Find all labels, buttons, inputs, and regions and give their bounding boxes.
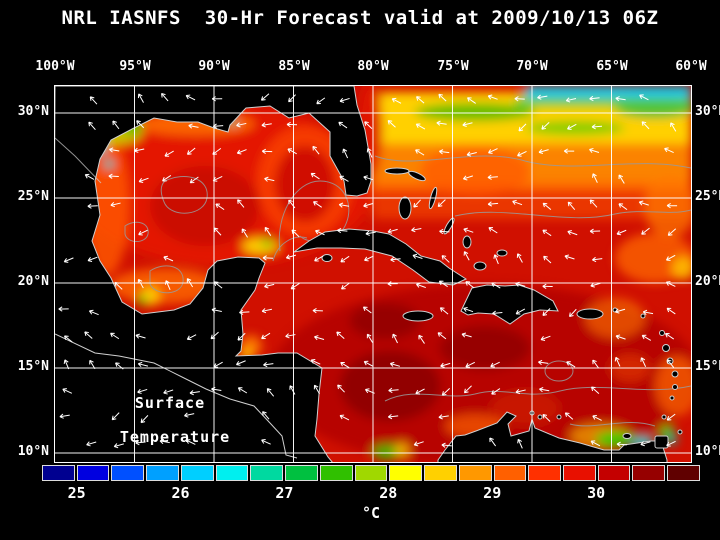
colorbar-tick-label: 29 (483, 484, 502, 502)
island-isla-juventud (321, 254, 333, 262)
lon-tick-label: 70°W (516, 59, 548, 74)
colorbar-cell (215, 465, 249, 481)
colorbar-cell (528, 465, 562, 481)
colorbar-cell (319, 465, 353, 481)
colorbar-tick-label: 30 (587, 484, 606, 502)
rio-grande-line (55, 137, 102, 184)
colorbar-tick-label: 27 (275, 484, 294, 502)
pacific-coastline (55, 333, 298, 459)
colorbar-cell (493, 465, 527, 481)
longitude-axis: 100°W 95°W 90°W 85°W 80°W 75°W 70°W 65°W 60°W (0, 59, 720, 77)
colorbar-cell (111, 465, 145, 481)
colorbar-cell (563, 465, 596, 481)
lat-tick-label: 10°N (695, 444, 720, 459)
colorbar-tick-label: 25 (67, 484, 86, 502)
colorbar-cell (667, 465, 700, 481)
colorbar-tick-label: 28 (379, 484, 398, 502)
colorbar-tick-labels: 25 26 27 28 29 30 (42, 484, 700, 502)
grid-lines (55, 86, 691, 462)
colorbar-cell (458, 465, 492, 481)
plot-title: NRL IASNFS 30-Hr Forecast valid at 2009/… (61, 7, 659, 29)
lon-tick-label: 65°W (596, 59, 628, 74)
lat-tick-label: 20°N (695, 274, 720, 289)
lat-tick-label: 25°N (695, 189, 720, 204)
lat-tick-label: 30°N (17, 104, 49, 119)
lon-tick-label: 85°W (278, 59, 310, 74)
island-cuba (293, 228, 468, 286)
map-plot: Surface Temperature (54, 85, 692, 463)
lat-tick-label: 25°N (17, 189, 49, 204)
lon-tick-label: 95°W (119, 59, 151, 74)
islands-bahamas (384, 167, 508, 271)
colorbar-cell (424, 465, 457, 481)
lat-tick-label: 15°N (17, 359, 49, 374)
colorbar (42, 465, 700, 481)
colorbar-cell (76, 465, 110, 481)
lat-tick-label: 15°N (695, 359, 720, 374)
annotation-surface: Surface (135, 394, 205, 412)
lat-tick-label: 10°N (17, 444, 49, 459)
colorbar-cell (597, 465, 631, 481)
lon-tick-label: 90°W (198, 59, 230, 74)
sst-map-svg: Surface Temperature (55, 86, 691, 462)
lon-tick-label: 80°W (357, 59, 389, 74)
colorbar-cell (632, 465, 666, 481)
colorbar-unit-label: °C (361, 504, 381, 522)
colorbar-cell (180, 465, 214, 481)
lon-tick-label: 75°W (437, 59, 469, 74)
colorbar-cell (389, 465, 423, 481)
lat-tick-label: 20°N (17, 274, 49, 289)
coastline-detail (55, 137, 298, 459)
colorbar-cell (285, 465, 318, 481)
lon-tick-label: 100°W (35, 59, 75, 74)
island-jamaica (402, 310, 434, 322)
colorbar-cell (146, 465, 179, 481)
colorbar-cell (42, 465, 75, 481)
colorbar-cell (250, 465, 284, 481)
colorbar-tick-label: 26 (171, 484, 190, 502)
colorbar-cell (354, 465, 388, 481)
island-puerto-rico (576, 308, 604, 320)
annotation-temperature: Temperature (120, 428, 230, 446)
lon-tick-label: 60°W (675, 59, 707, 74)
lat-tick-label: 30°N (695, 104, 720, 119)
land-south-america (437, 411, 668, 462)
island-trinidad (654, 435, 669, 449)
